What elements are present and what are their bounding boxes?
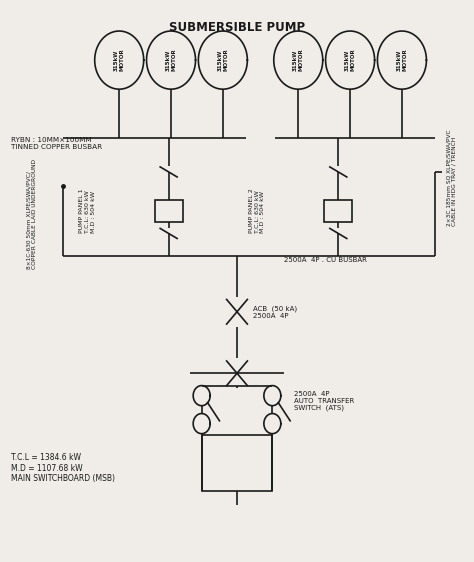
Text: RYBN : 10MM×100MM
TINNED COPPER BUSBAR: RYBN : 10MM×100MM TINNED COPPER BUSBAR — [11, 138, 102, 151]
Text: 8×1C-630 50mm XLPE/SWA/PVC/
COPPER CABLE LAID UNDERGROUND: 8×1C-630 50mm XLPE/SWA/PVC/ COPPER CABLE… — [27, 159, 37, 269]
Text: ACB  (50 kA)
2500A  4P: ACB (50 kA) 2500A 4P — [254, 305, 298, 319]
Text: 2500A  4P
AUTO  TRANSFER
SWITCH  (ATS): 2500A 4P AUTO TRANSFER SWITCH (ATS) — [293, 391, 354, 411]
Bar — [201, 435, 273, 491]
Text: 315kW
MOTOR: 315kW MOTOR — [293, 49, 304, 71]
Text: PUMP PANEL 1
T.C.L: 630 kW
M.D : 504 kW: PUMP PANEL 1 T.C.L: 630 kW M.D : 504 kW — [79, 189, 96, 233]
Text: 315kW
MOTOR: 315kW MOTOR — [165, 49, 176, 71]
Text: 315kW
MOTOR: 315kW MOTOR — [397, 49, 407, 71]
Text: 315kW
MOTOR: 315kW MOTOR — [345, 49, 356, 71]
Text: PUMP PANEL 2
T.C.L: 630 kW
M.D : 504 kW: PUMP PANEL 2 T.C.L: 630 kW M.D : 504 kW — [249, 189, 265, 233]
Text: 315kW
MOTOR: 315kW MOTOR — [114, 49, 125, 71]
Text: T.C.L = 1384.6 kW
M.D = 1107.68 kW
MAIN SWITCHBOARD (MSB): T.C.L = 1384.6 kW M.D = 1107.68 kW MAIN … — [11, 454, 115, 483]
Text: 2500A  4P . CU BUSBAR: 2500A 4P . CU BUSBAR — [284, 257, 367, 263]
Bar — [324, 200, 353, 223]
Text: SUBMERSIBLE PUMP: SUBMERSIBLE PUMP — [169, 21, 305, 34]
Bar — [155, 200, 183, 223]
Text: 2×3C 185mm SQ XLPE/SWA/PVC
CABLE IN HDG TRAY / TRENCH: 2×3C 185mm SQ XLPE/SWA/PVC CABLE IN HDG … — [446, 129, 457, 226]
Text: 315kW
MOTOR: 315kW MOTOR — [218, 49, 228, 71]
